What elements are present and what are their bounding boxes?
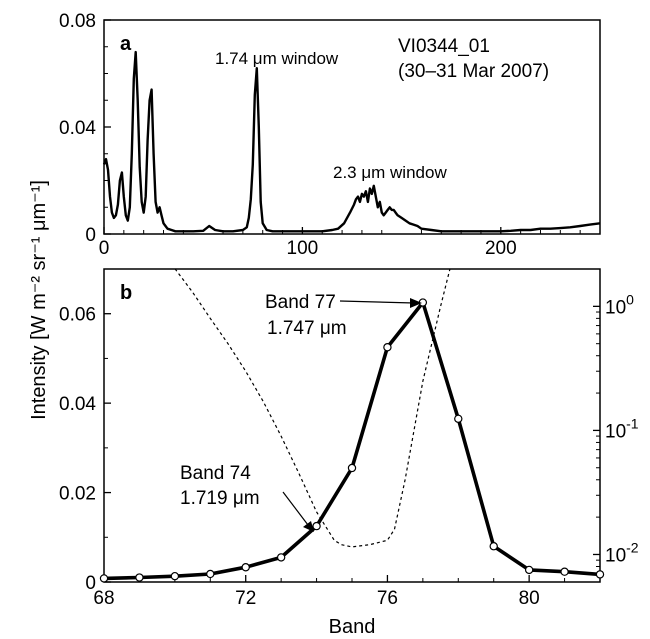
panel-a-ytick-label: 0 (85, 225, 96, 246)
panel-b-xtick-label: 76 (377, 588, 398, 609)
panel-a-xtick-label: 200 (485, 238, 517, 259)
band-intensity-point (135, 573, 144, 582)
annotation-23-window: 2.3 μm window (333, 163, 447, 182)
panel-b-ytick-label: 0.02 (59, 484, 96, 505)
panel-b-xtick-label: 72 (235, 588, 256, 609)
band-intensity-point (241, 563, 250, 572)
band-intensity-point (489, 542, 498, 551)
annotation-band74-wavelength: 1.719 μm (180, 488, 260, 509)
panel-b-y2tick-label: 10-1 (605, 415, 639, 442)
panel-a-series (102, 50, 601, 233)
annotation-band74-name: Band 74 (180, 463, 251, 484)
band-intensity-point (560, 567, 569, 576)
panel-a-ytick-label: 0.04 (59, 118, 96, 139)
annotation-band77-wavelength: 1.747 μm (267, 318, 347, 339)
annotation-observation-id: VI0344_01 (398, 36, 490, 57)
x-axis-title: Band (329, 616, 376, 638)
y-axis-title: Intensity [W m⁻² sr⁻¹ μm⁻¹] (28, 180, 50, 420)
band-intensity-point (99, 574, 109, 583)
annotation-band77-name: Band 77 (265, 292, 336, 313)
annotation-band77-arrow (339, 300, 415, 304)
band-intensity-point (312, 521, 321, 531)
band-intensity-point (524, 565, 534, 575)
panel-a-xtick-label: 100 (287, 238, 319, 259)
panel-a-label: a (120, 33, 132, 55)
panel-a-ytick-label: 0.08 (59, 11, 96, 32)
spectrum-line (102, 50, 601, 233)
annotation-observation-date: (30–31 Mar 2007) (398, 61, 549, 82)
band-intensity-point (347, 463, 357, 473)
band-intensity-point (206, 569, 215, 579)
panel-a-ticks: 0 100 200 0 0.04 0.08 (59, 11, 581, 259)
panel-b-y2tick-label: 10-2 (605, 539, 639, 566)
band-intensity-point (454, 414, 463, 423)
annotation-174-window: 1.74 μm window (215, 49, 339, 68)
panel-b-series (99, 269, 605, 583)
panel-b: 68 72 76 80 0 0.02 0.04 0.06 10-2 10-1 100 b Band … (59, 268, 639, 609)
band-intensity-point (170, 571, 180, 581)
panel-a: 0 100 200 0 0.04 0.08 a 1.74 μm window 2.3 μm… (59, 11, 601, 259)
panel-b-y2tick-label: 100 (605, 291, 634, 318)
band-intensity-point (383, 343, 392, 352)
panel-a-xtick-label: 0 (99, 238, 110, 259)
response-function-dashed-line (174, 269, 451, 548)
panel-b-xtick-label: 80 (519, 588, 540, 609)
band-intensity-point (276, 553, 286, 562)
panel-b-ytick-label: 0 (85, 573, 96, 594)
annotation-band74-arrow (282, 491, 309, 526)
panel-b-label: b (120, 282, 132, 304)
panel-b-xtick-label: 68 (93, 588, 114, 609)
panel-b-ytick-label: 0.04 (59, 394, 96, 415)
annotation-band77-arrowhead (410, 298, 422, 308)
annotation-band74-arrowhead (303, 521, 314, 532)
panel-b-ytick-label: 0.06 (59, 305, 96, 326)
band-intensity-point (595, 570, 605, 579)
panel-b-ticks: 68 72 76 80 0 0.02 0.04 0.06 10-2 10-1 100 (59, 291, 639, 609)
